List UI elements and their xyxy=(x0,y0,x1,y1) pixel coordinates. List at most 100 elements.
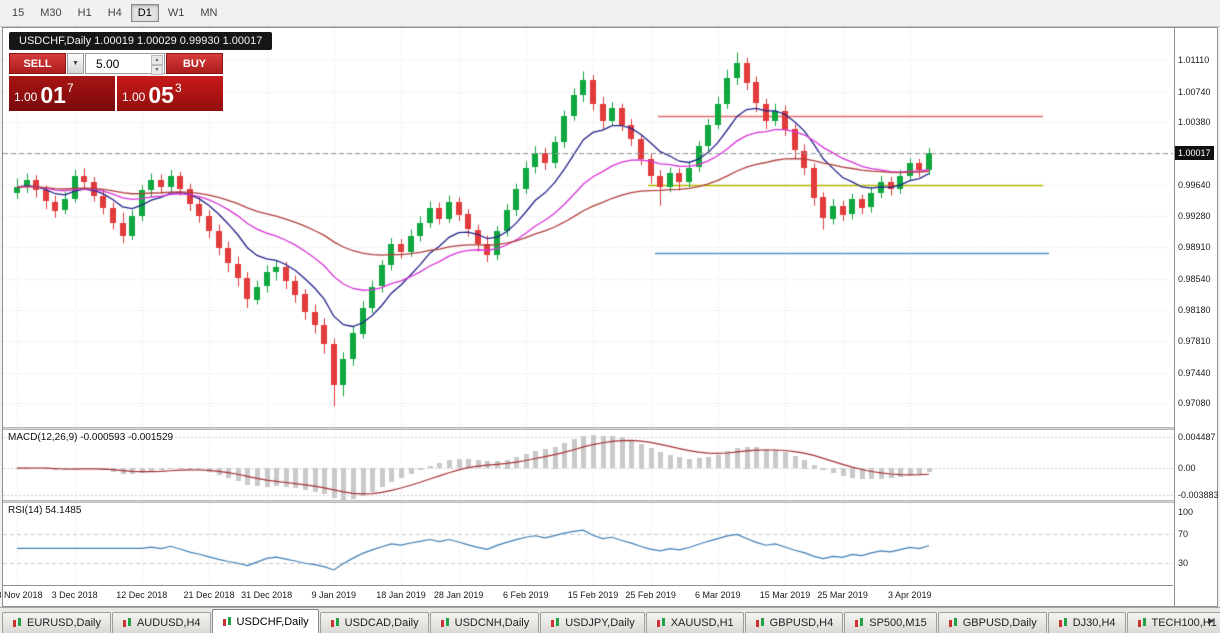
price-axis-label: 0.97440 xyxy=(1178,367,1211,378)
candlestick-chart-icon xyxy=(330,618,340,628)
tab-label: TECH100,H1 xyxy=(1151,617,1217,629)
date-axis-label: 6 Mar 2019 xyxy=(695,590,741,600)
tab-usdcad-daily[interactable]: USDCAD,Daily xyxy=(319,612,429,633)
tab-label: EURUSD,Daily xyxy=(27,617,101,629)
sell-price-point: 7 xyxy=(66,81,74,95)
main-chart-panel: USDCHF,Daily 1.00019 1.00029 0.99930 1.0… xyxy=(3,28,1173,427)
price-axis-label: 0.98910 xyxy=(1178,242,1211,253)
price-axis-label: 1.00740 xyxy=(1178,86,1211,97)
volume-decrease-button[interactable]: ▼ xyxy=(151,65,163,75)
timeframe-button-m30[interactable]: M30 xyxy=(33,4,68,22)
date-axis[interactable]: 23 Nov 2018 3 Dec 2018 12 Dec 2018 21 Dec 2… xyxy=(0,585,1173,606)
macd-axis-label: -0.003883 xyxy=(1178,490,1219,501)
timeframe-button-15[interactable]: 15 xyxy=(5,4,31,22)
chart-ohlc-title: USDCHF,Daily 1.00019 1.00029 0.99930 1.0… xyxy=(9,32,273,50)
volume-field[interactable]: 5.00 ▲ ▼ xyxy=(85,53,165,75)
current-price-badge: 1.00017 xyxy=(1175,146,1214,161)
price-axis-label: 1.01110 xyxy=(1178,55,1210,66)
tab-usdchf-daily[interactable]: USDCHF,Daily xyxy=(211,609,319,633)
chart-tabbar: EURUSD,Daily AUDUSD,H4 USDCHF,Daily USDCAD,… xyxy=(0,607,1220,633)
date-axis-label: 18 Jan 2019 xyxy=(376,590,426,600)
macd-axis-label: 0.00 xyxy=(1178,463,1196,474)
tab-gbpusd-daily[interactable]: GBPUSD,Daily xyxy=(937,612,1047,633)
date-axis-label: 15 Mar 2019 xyxy=(759,590,811,600)
tab-audusd-h4[interactable]: AUDUSD,H4 xyxy=(111,612,211,633)
candlestick-chart-icon xyxy=(854,618,864,628)
tab-sp500-m15[interactable]: SP500,M15 xyxy=(844,612,937,633)
date-axis-label: 21 Dec 2018 xyxy=(183,590,235,600)
tab-label: USDJPY,Daily xyxy=(565,617,635,629)
timeframe-button-h1[interactable]: H1 xyxy=(71,4,99,22)
date-axis-label: 9 Jan 2019 xyxy=(311,590,357,600)
candlestick-chart-icon xyxy=(222,616,232,627)
macd-label: MACD(12,26,9) -0.000593 -0.001529 xyxy=(8,432,174,443)
tab-label: SP500,M15 xyxy=(869,617,927,629)
chart-window: USDCHF,Daily 1.00019 1.00029 0.99930 1.0… xyxy=(0,27,1219,607)
candlestick-chart-icon xyxy=(122,618,132,628)
candlestick-chart-icon xyxy=(550,618,560,628)
buy-price-display[interactable]: 1.00 05 3 xyxy=(117,76,223,111)
tab-tech100-h1[interactable]: TECH100,H1 xyxy=(1126,612,1220,633)
date-axis-label: 3 Dec 2018 xyxy=(51,590,98,600)
macd-axis-label: 0.004487 xyxy=(1178,432,1216,443)
date-axis-label: 25 Mar 2019 xyxy=(817,590,868,600)
candlestick-chart-icon xyxy=(440,618,450,628)
macd-panel: MACD(12,26,9) -0.000593 -0.001529 xyxy=(3,430,1173,500)
panel-splitter[interactable] xyxy=(3,500,1217,503)
candlestick-chart-icon xyxy=(755,618,765,628)
timeframe-button-d1[interactable]: D1 xyxy=(130,4,159,22)
volume-increase-button[interactable]: ▲ xyxy=(151,55,163,65)
tab-label: AUDUSD,H4 xyxy=(136,617,201,629)
tab-eurusd-daily[interactable]: EURUSD,Daily xyxy=(2,612,111,633)
sell-price-display[interactable]: 1.00 01 7 xyxy=(9,76,115,111)
timeframe-toolbar: 15 M30 H1 H4 D1 W1 MN xyxy=(0,0,1220,27)
volume-dropdown-button[interactable]: ▼ xyxy=(67,53,84,74)
sell-button[interactable]: SELL xyxy=(9,53,66,74)
date-axis-label: 23 Nov 2018 xyxy=(0,590,43,600)
tab-xauusd-h1[interactable]: XAUUSD,H1 xyxy=(645,612,744,633)
timeframe-button-h4[interactable]: H4 xyxy=(101,4,129,22)
tab-usdcnh-daily[interactable]: USDCNH,Daily xyxy=(429,612,540,633)
tab-scroll-right-icon[interactable]: ► xyxy=(1206,616,1216,627)
candlestick-chart-icon xyxy=(948,618,958,628)
panel-splitter[interactable] xyxy=(3,427,1217,430)
price-axis-label: 1.00380 xyxy=(1178,117,1211,128)
tab-gbpusd-h4[interactable]: GBPUSD,H4 xyxy=(744,612,844,633)
chevron-down-icon: ▼ xyxy=(72,60,79,67)
rsi-label: RSI(14) 54.1485 xyxy=(8,505,82,516)
date-axis-label: 12 Dec 2018 xyxy=(116,590,168,600)
timeframe-button-w1[interactable]: W1 xyxy=(161,4,192,22)
buy-price-pips: 05 xyxy=(148,82,174,108)
sell-price-pips: 01 xyxy=(40,82,66,108)
tab-label: DJ30,H4 xyxy=(1072,617,1116,629)
buy-price-figure: 1.00 xyxy=(122,90,146,104)
price-axis-label: 0.98540 xyxy=(1178,273,1211,284)
date-axis-label: 28 Jan 2019 xyxy=(433,590,484,600)
tab-usdjpy-daily[interactable]: USDJPY,Daily xyxy=(540,612,645,633)
price-axis-label: 0.97810 xyxy=(1178,336,1211,347)
tab-label: GBPUSD,Daily xyxy=(962,617,1037,629)
macd-canvas[interactable] xyxy=(3,430,1173,500)
date-axis-label: 15 Feb 2019 xyxy=(567,590,619,600)
tab-label: USDCNH,Daily xyxy=(454,617,530,629)
price-axis-label: 0.98180 xyxy=(1178,304,1211,315)
rsi-panel: RSI(14) 54.1485 xyxy=(3,503,1173,585)
price-axis-label: 0.99640 xyxy=(1178,180,1211,191)
date-axis-label: 31 Dec 2018 xyxy=(241,590,293,600)
date-axis-label: 3 Apr 2019 xyxy=(888,590,932,600)
candlestick-chart-icon xyxy=(1058,618,1068,628)
date-axis-label: 6 Feb 2019 xyxy=(503,590,549,600)
rsi-axis-label: 70 xyxy=(1178,528,1189,539)
sell-price-figure: 1.00 xyxy=(14,90,38,104)
buy-price-point: 3 xyxy=(174,81,182,95)
one-click-trading-panel: SELL ▼ 5.00 ▲ ▼ BUY 1.00 01 7 xyxy=(9,53,223,111)
candlestick-chart-icon xyxy=(12,618,22,628)
timeframe-button-mn[interactable]: MN xyxy=(193,4,224,22)
tab-dj30-h4[interactable]: DJ30,H4 xyxy=(1047,612,1126,633)
tab-label: USDCHF,Daily xyxy=(236,615,309,628)
buy-button[interactable]: BUY xyxy=(166,53,223,74)
price-axis-label: 0.97080 xyxy=(1178,398,1211,409)
volume-value: 5.00 xyxy=(96,56,120,71)
price-axis[interactable]: 1.00017 1.01110 1.00740 1.00380 0.99640 0.99… xyxy=(1174,28,1219,606)
rsi-canvas[interactable] xyxy=(3,503,1173,585)
